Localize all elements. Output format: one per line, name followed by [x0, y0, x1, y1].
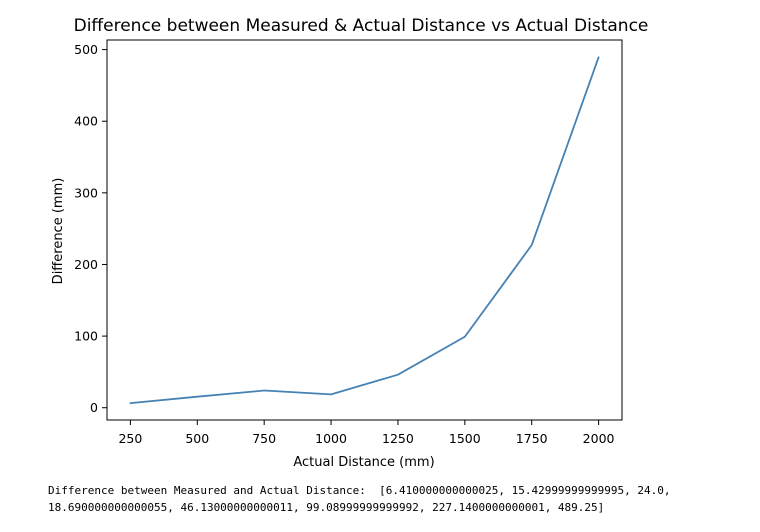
x-tick-label-1750: 1750 [516, 431, 548, 446]
x-tick-label-1250: 1250 [382, 431, 414, 446]
x-axis-label: Actual Distance (mm) [293, 455, 434, 470]
x-tick-label-1000: 1000 [315, 431, 347, 446]
x-tick-label-1500: 1500 [449, 431, 481, 446]
chart-title: Difference between Measured & Actual Dis… [74, 16, 649, 36]
x-tick-label-250: 250 [118, 431, 142, 446]
y-tick-label-200: 200 [74, 257, 98, 272]
y-axis-label: Difference (mm) [51, 178, 66, 285]
x-tick-label-750: 750 [252, 431, 276, 446]
y-tick-label-300: 300 [74, 185, 98, 200]
plot-frame [106, 39, 623, 421]
console-output: Difference between Measured and Actual D… [48, 482, 748, 516]
console-output-line-1: Difference between Measured and Actual D… [48, 484, 671, 497]
y-axis: 0 100 200 300 400 500 [74, 42, 107, 415]
x-tick-label-2000: 2000 [583, 431, 615, 446]
line-chart: Difference between Measured & Actual Dis… [51, 16, 649, 470]
x-axis: 250 500 750 1000 1250 1500 1750 2000 [118, 420, 615, 446]
x-tick-label-500: 500 [185, 431, 209, 446]
y-tick-label-500: 500 [74, 42, 98, 57]
console-output-line-2: 18.690000000000055, 46.13000000000011, 9… [48, 501, 605, 514]
y-tick-label-400: 400 [74, 114, 98, 129]
y-tick-label-100: 100 [74, 329, 98, 344]
plot-area: 250 500 750 1000 1250 1500 1750 2000 0 100 200 300… [74, 39, 623, 446]
series-layer [129, 56, 600, 405]
series-line-0 [129, 56, 600, 405]
y-tick-label-0: 0 [90, 400, 98, 415]
